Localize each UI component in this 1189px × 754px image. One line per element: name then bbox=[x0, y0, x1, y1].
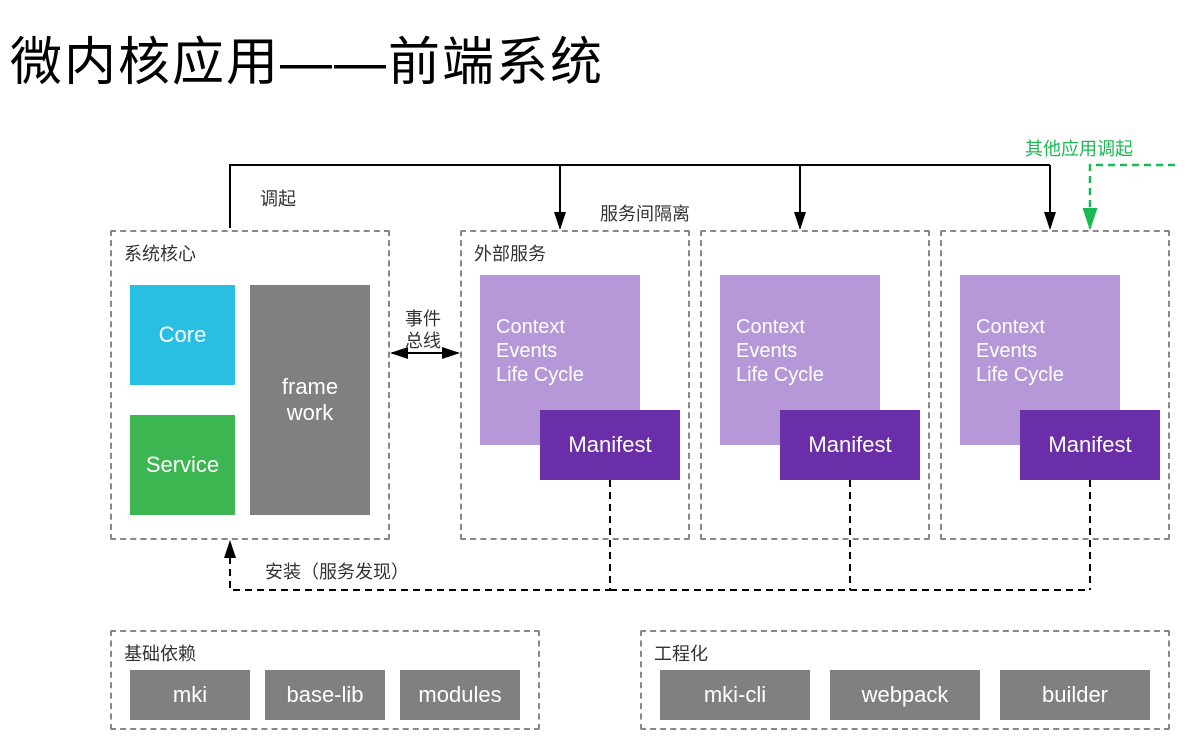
ctx-line2: Events bbox=[976, 339, 1037, 363]
framework-block: frame work bbox=[250, 285, 370, 515]
core-panel-title: 系统核心 bbox=[124, 240, 196, 266]
core-block: Core bbox=[130, 285, 235, 385]
label-isolation: 服务间隔离 bbox=[600, 200, 690, 226]
core-block-label: Core bbox=[159, 322, 207, 348]
manifest-label: Manifest bbox=[808, 432, 891, 458]
ctx-line1: Context bbox=[496, 315, 565, 339]
ctx-line2: Events bbox=[736, 339, 797, 363]
label-eventbus-2: 总线 bbox=[405, 327, 441, 353]
ext-panel-title: 外部服务 bbox=[474, 240, 546, 266]
dep-modules-label: modules bbox=[418, 682, 501, 708]
eng-cli: mki-cli bbox=[660, 670, 810, 720]
framework-label-2: work bbox=[287, 400, 333, 426]
deps-panel-title: 基础依赖 bbox=[124, 640, 196, 666]
ctx-line1: Context bbox=[976, 315, 1045, 339]
dep-mki: mki bbox=[130, 670, 250, 720]
dep-modules: modules bbox=[400, 670, 520, 720]
dep-baselib: base-lib bbox=[265, 670, 385, 720]
eng-builder: builder bbox=[1000, 670, 1150, 720]
label-other-invoke: 其他应用调起 bbox=[1025, 135, 1133, 161]
service-block: Service bbox=[130, 415, 235, 515]
eng-webpack: webpack bbox=[830, 670, 980, 720]
manifest-label: Manifest bbox=[568, 432, 651, 458]
service-block-label: Service bbox=[146, 452, 219, 478]
dep-mki-label: mki bbox=[173, 682, 207, 708]
ctx-line3: Life Cycle bbox=[736, 363, 824, 387]
eng-builder-label: builder bbox=[1042, 682, 1108, 708]
framework-label-1: frame bbox=[282, 374, 338, 400]
dep-baselib-label: base-lib bbox=[286, 682, 363, 708]
manifest-block-2: Manifest bbox=[780, 410, 920, 480]
manifest-label: Manifest bbox=[1048, 432, 1131, 458]
manifest-block-3: Manifest bbox=[1020, 410, 1160, 480]
eng-cli-label: mki-cli bbox=[704, 682, 766, 708]
eng-webpack-label: webpack bbox=[862, 682, 949, 708]
eng-panel-title: 工程化 bbox=[654, 640, 708, 666]
label-invoke: 调起 bbox=[260, 185, 296, 211]
manifest-block-1: Manifest bbox=[540, 410, 680, 480]
page-title: 微内核应用——前端系统 bbox=[10, 20, 604, 95]
ctx-line2: Events bbox=[496, 339, 557, 363]
ctx-line3: Life Cycle bbox=[496, 363, 584, 387]
ctx-line3: Life Cycle bbox=[976, 363, 1064, 387]
label-install: 安装（服务发现） bbox=[265, 558, 409, 584]
ctx-line1: Context bbox=[736, 315, 805, 339]
